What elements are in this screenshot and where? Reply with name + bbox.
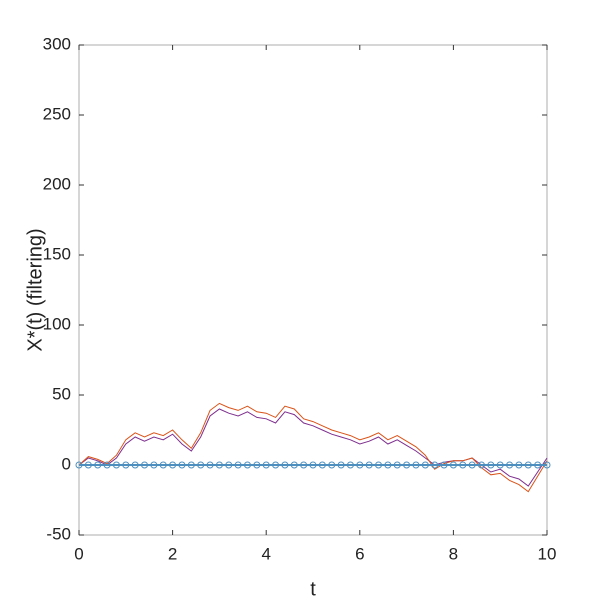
series-marker xyxy=(234,461,242,469)
series-marker xyxy=(178,461,186,469)
series-marker xyxy=(253,461,261,469)
series-marker xyxy=(337,461,345,469)
x-tick-label: 6 xyxy=(355,544,364,563)
y-tick-label: 200 xyxy=(43,174,71,193)
series-marker xyxy=(75,461,83,469)
series-marker xyxy=(365,461,373,469)
series-marker xyxy=(534,461,542,469)
series-marker xyxy=(524,461,532,469)
y-axis-label: X*(t) (filtering) xyxy=(24,228,46,351)
series-marker xyxy=(94,461,102,469)
series-marker xyxy=(169,461,177,469)
series-marker xyxy=(487,461,495,469)
x-tick-label: 2 xyxy=(168,544,177,563)
series-marker xyxy=(187,461,195,469)
series-marker xyxy=(159,461,167,469)
series-marker xyxy=(449,461,457,469)
series-marker xyxy=(272,461,280,469)
x-axis-label: t xyxy=(310,578,316,600)
series-marker xyxy=(440,461,448,469)
x-tick-label: 4 xyxy=(261,544,270,563)
y-tick-label: -50 xyxy=(46,524,71,543)
y-tick-label: 50 xyxy=(52,384,71,403)
series-marker xyxy=(103,461,111,469)
x-tick-label: 8 xyxy=(449,544,458,563)
series-marker xyxy=(477,461,485,469)
series-marker xyxy=(328,461,336,469)
series-marker xyxy=(215,461,223,469)
series-marker xyxy=(412,461,420,469)
series-marker xyxy=(431,461,439,469)
series-marker xyxy=(356,461,364,469)
series-marker xyxy=(318,461,326,469)
series-marker xyxy=(543,461,551,469)
series-marker xyxy=(459,461,467,469)
series-marker xyxy=(496,461,504,469)
series-marker xyxy=(393,461,401,469)
series-marker xyxy=(309,461,317,469)
series-marker xyxy=(346,461,354,469)
series-marker xyxy=(468,461,476,469)
series-marker xyxy=(281,461,289,469)
series-marker xyxy=(141,461,149,469)
series-marker xyxy=(515,461,523,469)
series-line xyxy=(78,408,548,487)
series-marker xyxy=(84,461,92,469)
series-marker xyxy=(150,461,158,469)
series-marker xyxy=(225,461,233,469)
series-marker xyxy=(197,461,205,469)
series-marker xyxy=(112,461,120,469)
series-marker xyxy=(421,461,429,469)
series-line xyxy=(78,402,548,493)
series-marker xyxy=(131,461,139,469)
series-marker xyxy=(375,461,383,469)
series-marker xyxy=(243,461,251,469)
x-tick-label: 0 xyxy=(74,544,83,563)
series-marker xyxy=(300,461,308,469)
y-tick-label: 250 xyxy=(43,104,71,123)
series-marker xyxy=(290,461,298,469)
series-marker xyxy=(506,461,514,469)
plot-frame xyxy=(78,44,548,536)
y-tick-label: 150 xyxy=(43,244,71,263)
x-tick-label: 10 xyxy=(538,544,557,563)
series-marker xyxy=(262,461,270,469)
series-marker xyxy=(206,461,214,469)
series-marker xyxy=(122,461,130,469)
series-marker xyxy=(384,461,392,469)
y-tick-label: 0 xyxy=(62,454,71,473)
series-marker xyxy=(403,461,411,469)
y-tick-label: 100 xyxy=(43,314,71,333)
y-tick-label: 300 xyxy=(43,34,71,53)
